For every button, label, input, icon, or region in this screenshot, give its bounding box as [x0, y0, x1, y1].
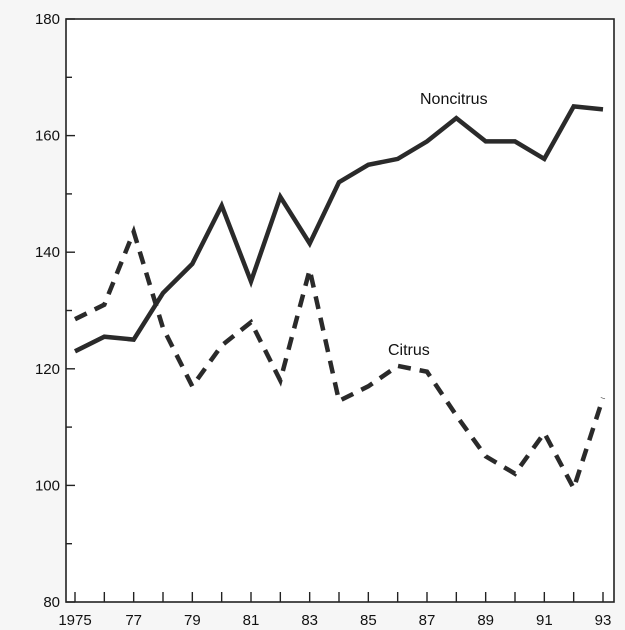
y-tick-label: 140 [35, 244, 60, 261]
y-tick-label: 80 [43, 594, 60, 611]
x-tick-label: 1975 [58, 612, 91, 629]
x-tick-label: 77 [125, 612, 142, 629]
axes: 80 100 120 140 160 180 1975 77 79 81 83 85 87 89 91 93 [35, 11, 615, 629]
x-tick-label: 85 [360, 612, 377, 629]
series-line-citrus [74, 225, 606, 495]
x-tick-label: 79 [184, 612, 201, 629]
series-line-noncitrus [73, 104, 604, 354]
x-tick-label: 83 [301, 612, 318, 629]
x-tick-label: 81 [243, 612, 260, 629]
x-tick-label: 87 [419, 612, 436, 629]
x-tick-label: 91 [536, 612, 553, 629]
series-layer [73, 104, 606, 495]
y-tick-label: 100 [35, 477, 60, 494]
plot-background [66, 19, 614, 602]
y-tick-label: 160 [35, 128, 60, 145]
series-label-noncitrus: Noncitrus [420, 91, 488, 108]
x-tick-label: 89 [477, 612, 494, 629]
series-label-citrus: Citrus [388, 342, 430, 359]
y-tick-label: 120 [35, 361, 60, 378]
x-tick-label: 93 [595, 612, 612, 629]
y-tick-label: 180 [35, 11, 60, 28]
